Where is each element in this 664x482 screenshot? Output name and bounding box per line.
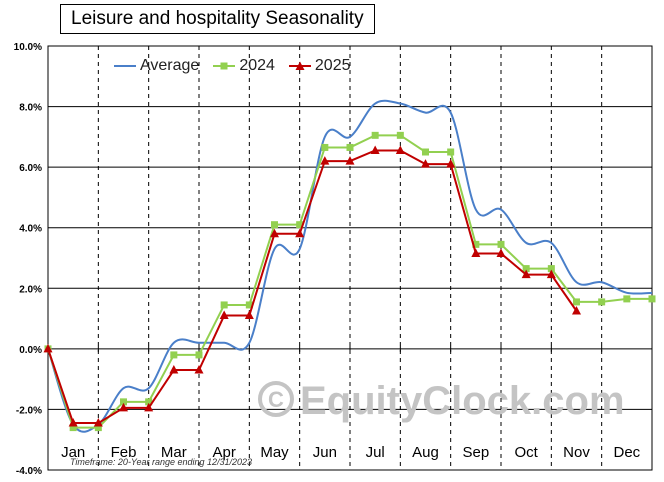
data-point-2024 [472, 240, 480, 248]
x-tick-label: Jan [61, 444, 85, 461]
data-point-2024 [598, 298, 606, 306]
y-axis-ticks: -4.0% -2.0% 0.0% 2.0% 4.0% 6.0% 8.0% 10.0% [14, 42, 42, 477]
y-tick-label: 4.0% [19, 224, 42, 235]
data-point-2024 [271, 221, 278, 229]
data-point-2025 [270, 228, 279, 238]
legend-label-2025: 2025 [314, 57, 351, 74]
data-point-2024 [120, 398, 127, 406]
data-point-2025 [345, 156, 355, 165]
legend-item-average: Average [114, 57, 199, 75]
y-tick-label: 8.0% [19, 103, 42, 114]
data-point-2025 [395, 145, 405, 154]
grid-layer [47, 45, 653, 471]
y-tick-label: 2.0% [19, 284, 42, 295]
copyright-icon-glyph: C [268, 387, 284, 412]
data-point-2025 [244, 310, 254, 320]
series-line-2025 [47, 149, 578, 425]
data-point-2024 [145, 398, 153, 406]
data-point-2024 [573, 298, 580, 306]
data-point-2024 [396, 131, 404, 139]
legend-item-2024: 2024 [213, 57, 275, 75]
legend-line-2024 [213, 62, 236, 70]
data-point-2025 [572, 306, 581, 315]
data-point-2024 [346, 143, 354, 151]
data-point-2025 [521, 269, 531, 279]
data-point-2024 [69, 424, 77, 432]
data-point-2024 [422, 148, 429, 156]
legend-label-2024: 2024 [239, 57, 275, 74]
x-axis-ticks: Jan Feb Mar Apr May Jun Jul Aug Sep Oct Nov Dec [61, 444, 641, 461]
x-tick-label: Oct [514, 444, 538, 461]
y-tick-label: 10.0% [14, 42, 42, 53]
data-point-2024 [522, 265, 530, 273]
legend-item-2025: 2025 [288, 57, 351, 75]
data-point-2025 [295, 228, 305, 238]
data-point-2025 [446, 159, 456, 168]
legend-line-average [114, 65, 136, 67]
x-tick-label: Feb [111, 444, 137, 461]
legend: Average 2024 2025 [114, 57, 351, 75]
x-tick-label: Jul [366, 444, 385, 461]
data-point-2025 [194, 365, 204, 374]
data-point-2025 [370, 145, 380, 154]
x-tick-label: Apr [212, 444, 235, 461]
y-tick-label: 6.0% [19, 163, 42, 174]
data-point-2024 [623, 295, 631, 303]
data-point-2024 [648, 295, 656, 303]
data-point-2025 [119, 402, 128, 412]
data-point-2025 [546, 269, 556, 279]
copyright-icon [258, 381, 294, 417]
data-point-2025 [144, 402, 154, 412]
series-layer [43, 99, 656, 433]
data-point-2024 [170, 351, 178, 359]
x-tick-label: Aug [412, 444, 439, 461]
data-point-2025 [68, 418, 78, 427]
x-tick-label: Nov [563, 444, 590, 461]
data-point-2024 [547, 265, 555, 273]
y-tick-label: 0.0% [19, 345, 42, 356]
data-point-2025 [471, 248, 481, 257]
x-tick-label: May [260, 444, 289, 461]
data-point-2025 [496, 248, 506, 257]
data-point-2025 [320, 156, 330, 165]
data-point-2024 [245, 301, 253, 309]
data-point-2024 [447, 148, 455, 156]
x-tick-label: Sep [462, 444, 489, 461]
legend-line-2025 [288, 61, 311, 70]
data-point-2025 [219, 310, 229, 320]
footnote: Timeframe: 20-Year range ending 12/31/20… [70, 457, 252, 467]
data-point-2024 [94, 424, 102, 432]
chart-title: Leisure and hospitality Seasonality [60, 4, 375, 34]
data-point-2024 [195, 351, 203, 359]
data-point-2025 [43, 343, 53, 353]
x-tick-label: Jun [313, 444, 337, 461]
x-tick-label: Mar [161, 444, 187, 461]
data-point-2024 [371, 131, 379, 139]
data-point-2024 [321, 143, 329, 151]
y-tick-label: -4.0% [16, 466, 42, 477]
watermark: C EquityClock.com [258, 379, 625, 423]
series-line-average [47, 99, 653, 433]
data-point-2025 [421, 159, 430, 168]
legend-label-average: Average [140, 57, 200, 74]
data-point-2024 [497, 240, 505, 248]
data-point-2024 [220, 301, 228, 309]
x-tick-label: Dec [613, 444, 640, 461]
data-point-2025 [169, 365, 179, 374]
data-point-2024 [296, 221, 304, 229]
data-point-2025 [93, 418, 103, 427]
y-tick-label: -2.0% [16, 405, 42, 416]
watermark-text: EquityClock.com [300, 379, 625, 423]
